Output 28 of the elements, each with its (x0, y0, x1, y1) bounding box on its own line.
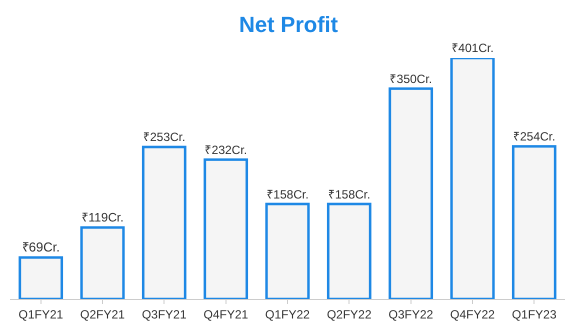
data-label: ₹232Cr. (204, 142, 248, 157)
bar (512, 145, 556, 299)
x-tick-label: Q3FY22 (388, 307, 434, 322)
x-tick-label: Q4FY22 (450, 307, 496, 322)
data-label: ₹350Cr. (390, 72, 432, 86)
bar (326, 202, 372, 299)
x-tick-label: Q1FY23 (512, 307, 557, 322)
data-label: ₹254Cr. (512, 130, 556, 144)
data-label: ₹401Cr. (451, 41, 494, 56)
x-tick-label: Q3FY21 (142, 307, 187, 322)
bar (80, 226, 125, 299)
bar (450, 58, 495, 299)
bar (204, 158, 248, 299)
bar (18, 256, 64, 299)
x-tick-label: Q2FY21 (80, 307, 126, 322)
data-label: ₹119Cr. (81, 210, 124, 225)
data-label: ₹158Cr. (328, 187, 370, 202)
data-label: ₹69Cr. (22, 240, 60, 255)
data-label: ₹253Cr. (142, 130, 186, 144)
data-label: ₹158Cr. (266, 187, 309, 202)
chart-title: Net Profit (239, 12, 339, 38)
x-tick-label: Q1FY21 (18, 307, 64, 322)
bar (142, 146, 186, 299)
x-tick-label: Q2FY22 (326, 307, 372, 322)
bar (388, 87, 434, 299)
x-tick-label: Q4FY21 (203, 307, 248, 322)
x-tick-label: Q1FY22 (265, 307, 310, 322)
bar (265, 202, 310, 299)
